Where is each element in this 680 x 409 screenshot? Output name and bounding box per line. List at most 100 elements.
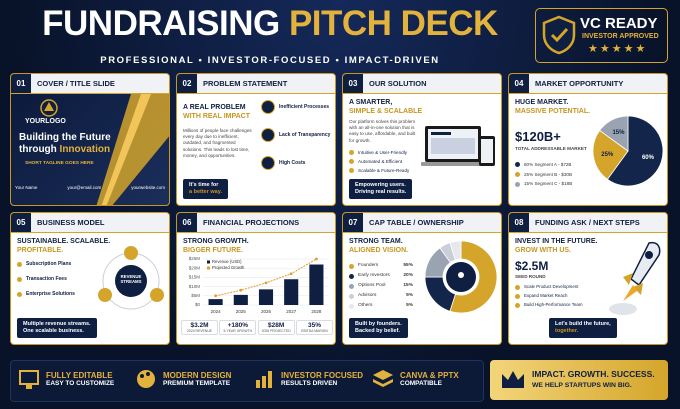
contact: yourwebsite.com: [131, 185, 165, 190]
slice: [592, 129, 629, 180]
callout-accent: together.: [555, 327, 579, 334]
cover-decor: [40, 94, 169, 205]
legend-label: 60% Segment A - $72B: [524, 162, 572, 167]
point: [214, 294, 217, 298]
slide-number: 05: [11, 213, 31, 232]
legend-swatch: [349, 303, 354, 309]
point: [264, 281, 268, 285]
heading-accent: WITH REAL IMPACT: [183, 112, 251, 120]
y-tick-label: $0: [195, 302, 201, 307]
revenue-diagram: [98, 246, 164, 310]
legend-item: Options Pool 15%: [349, 281, 413, 291]
slide-number: 08: [509, 213, 529, 232]
heading: SUSTAINABLE. SCALABLE. PROFITABLE.: [17, 238, 110, 256]
heading: A SMARTER, SIMPLE & SCALABLE: [349, 99, 422, 117]
legend-swatch: [207, 260, 210, 264]
headline2: through: [19, 144, 57, 155]
cta-title: IMPACT. GROWTH. SUCCESS.: [532, 369, 655, 379]
heading-accent: GROW WITH US.: [515, 246, 571, 254]
stat: $120B+: [515, 129, 561, 144]
badge-subtitle: INVESTOR APPROVED: [582, 33, 659, 40]
stat-box: $28M 2028 PROJECTED: [257, 320, 295, 335]
slide-title: BUSINESS MODEL: [37, 218, 105, 227]
y-tick-label: $25M: [189, 256, 201, 261]
callout-text: It's time for: [189, 181, 219, 188]
point: High Costs: [279, 160, 306, 166]
body-text: Our platform solves this problem with an…: [349, 119, 416, 143]
title-gold: PITCH DECK: [288, 4, 498, 43]
feature-subtitle: EASY TO CUSTOMIZE: [46, 380, 115, 387]
slide-number: 01: [11, 74, 31, 93]
callout-text2: Backed by belief.: [355, 327, 400, 334]
heading-text: STRONG GROWTH.: [183, 238, 249, 245]
legend-value: 5%: [406, 293, 413, 299]
legend: 60% Segment A - $72B 25% Segment B - $30B…: [515, 160, 572, 189]
point: Inefficient Processes: [279, 104, 330, 110]
stat-value: 35%: [307, 322, 321, 329]
x-tick-label: 2028: [311, 309, 322, 314]
slide-number: 07: [343, 213, 363, 232]
heading: STRONG GROWTH. BIGGER FUTURE.: [183, 238, 249, 256]
feature-title: INVESTOR FOCUSED: [281, 371, 364, 380]
legend-swatch: [349, 293, 354, 299]
contact: Your Name: [15, 185, 38, 190]
stat-label: EBITDA MARGIN: [301, 329, 328, 333]
heading-text: SUSTAINABLE. SCALABLE.: [17, 238, 111, 245]
callout-text2: Driving real results.: [355, 188, 407, 195]
crown-icon: [502, 371, 524, 388]
feature-icon: [256, 371, 272, 388]
heading-accent: BIGGER FUTURE.: [183, 246, 243, 254]
rocket-illustration: [609, 241, 661, 315]
stat-box: $3.2M 2024 REVENUE: [181, 320, 218, 335]
slide-card: 08 FUNDING ASK / NEXT STEPS INVEST IN THE…: [508, 212, 668, 345]
callout: Built by founders. Backed by belief.: [349, 317, 408, 338]
callout: Empowering users. Driving real results.: [349, 178, 413, 199]
donut-chart: [424, 240, 498, 314]
heading-accent: MASSIVE POTENTIAL.: [515, 107, 591, 115]
heading-text: HUGE MARKET.: [515, 99, 569, 106]
callout: Let's build the future, together.: [549, 317, 617, 338]
point: Intuitive & User-Friendly: [358, 150, 408, 155]
cta-subtitle: WE HELP STARTUPS WIN BIG.: [532, 382, 632, 389]
cover-preview: YOURLOGO Building the Future through Inno…: [11, 94, 169, 205]
slide-title: FUNDING ASK / NEXT STEPS: [535, 218, 640, 227]
feature-subtitle: PREMIUM TEMPLATE: [163, 380, 231, 387]
legend-item: Founders 55%: [349, 261, 413, 271]
stat: $2.5M: [515, 259, 549, 273]
point: Scale Product Development: [524, 284, 579, 289]
legend-item: Advisors 5%: [349, 291, 413, 301]
slide-title: MARKET OPPORTUNITY: [535, 79, 624, 88]
heading: STRONG TEAM. ALIGNED VISION.: [349, 238, 408, 256]
pie-chart: 60% 25% 15%: [592, 115, 664, 187]
x-tick-label: 2025: [236, 309, 247, 314]
center-label: REVENUE STREAMS: [120, 274, 142, 284]
point: Enterprise Solutions: [26, 291, 75, 297]
legend-swatch: [515, 171, 520, 177]
slide-title: OUR SOLUTION: [369, 79, 427, 88]
callout: Multiple revenue streams. One scalable bu…: [17, 317, 97, 338]
feature-bar: [10, 360, 484, 402]
headline-accent: Innovation: [59, 144, 111, 155]
slide-number: 04: [509, 74, 529, 93]
contacts: Your Name your@email.com yourwebsite.com: [15, 185, 165, 190]
callout-text: Multiple revenue streams.: [23, 320, 91, 327]
x-tick-label: 2027: [286, 309, 297, 314]
heading: A REAL PROBLEM WITH REAL IMPACT: [183, 104, 250, 122]
cta-box: IMPACT. GROWTH. SUCCESS. WE HELP STARTUP…: [490, 360, 668, 400]
slide-card: 05 BUSINESS MODEL SUSTAINABLE. SCALABLE. P…: [10, 212, 170, 345]
feature-title: FULLY EDITABLE: [46, 371, 113, 380]
cover-headline: Building the Future through Innovation: [19, 132, 111, 156]
point: Automated & Efficient: [358, 159, 403, 165]
slice: [449, 240, 498, 314]
headline: Building the Future: [19, 132, 111, 143]
legend-label: 25% Segment B - $30B: [524, 171, 573, 177]
legend-swatch: [515, 181, 520, 187]
stat-label: TOTAL ADDRESSABLE MARKET: [515, 146, 587, 151]
callout-text: Empowering users.: [355, 181, 406, 188]
feature: FULLY EDITABLE EASY TO CUSTOMIZE: [18, 368, 136, 390]
legend-value: 15%: [403, 283, 413, 289]
feature: INVESTOR FOCUSED RESULTS DRIVEN: [253, 368, 371, 390]
slide-card: 06 FINANCIAL PROJECTIONS STRONG GROWTH. BI…: [176, 212, 336, 345]
points: Subscription Plans Transaction Fees Ente…: [17, 261, 83, 304]
